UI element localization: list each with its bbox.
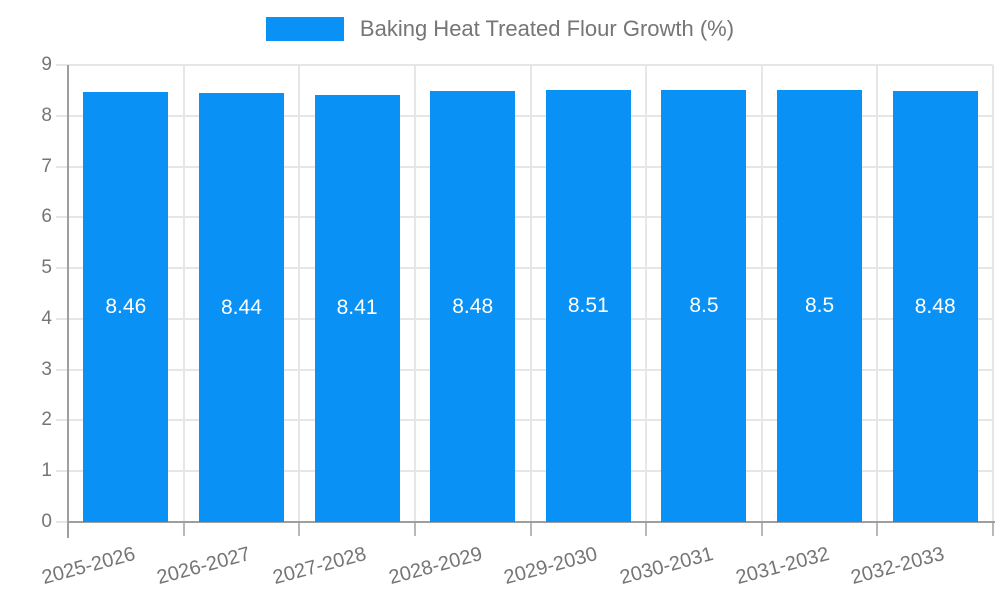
x-gridline	[992, 65, 994, 522]
y-tick	[56, 267, 68, 270]
y-tick	[56, 216, 68, 219]
x-tick	[760, 522, 763, 536]
x-gridline	[529, 65, 532, 522]
bar[interactable]: 8.48	[892, 91, 978, 522]
y-tick-label: 2	[41, 409, 52, 431]
bar-value-label: 8.46	[105, 295, 147, 319]
legend-swatch-icon	[265, 17, 344, 41]
bar[interactable]: 8.46	[83, 92, 169, 522]
x-gridline	[298, 65, 301, 522]
bar[interactable]: 8.51	[545, 89, 631, 522]
y-tick-label: 9	[41, 54, 52, 75]
x-gridline	[413, 65, 416, 522]
bar-value-label: 8.5	[689, 294, 719, 318]
y-tick	[56, 521, 68, 523]
y-tick-label: 7	[41, 155, 52, 177]
y-tick-label: 4	[41, 307, 52, 329]
x-tick	[992, 522, 994, 536]
y-tick	[56, 64, 68, 66]
bar[interactable]: 8.5	[777, 90, 863, 522]
bar[interactable]: 8.48	[430, 91, 516, 522]
x-tick	[413, 522, 416, 536]
x-gridline	[645, 65, 648, 522]
bar[interactable]: 8.41	[314, 94, 400, 522]
y-tick-label: 0	[41, 511, 52, 532]
bar-value-label: 8.51	[567, 293, 609, 317]
bar-value-label: 8.5	[804, 294, 835, 318]
x-axis-line	[68, 521, 995, 523]
x-tick	[876, 522, 879, 536]
y-tick	[56, 470, 68, 473]
bar-value-label: 8.44	[221, 295, 262, 319]
y-tick	[56, 419, 68, 422]
bar-value-label: 8.48	[452, 294, 494, 318]
bar[interactable]: 8.44	[198, 93, 284, 522]
y-tick-label: 3	[41, 358, 52, 380]
bar-value-label: 8.41	[336, 296, 378, 320]
y-axis-line	[67, 65, 69, 538]
x-gridline	[760, 65, 763, 522]
legend: Baking Heat Treated Flour Growth (%)	[0, 16, 1000, 42]
bar[interactable]: 8.5	[661, 90, 747, 522]
legend-label: Baking Heat Treated Flour Growth (%)	[359, 16, 735, 41]
legend-item[interactable]: Baking Heat Treated Flour Growth (%)	[265, 16, 735, 42]
y-tick-label: 8	[41, 104, 52, 126]
y-tick-label: 1	[41, 460, 52, 482]
y-tick	[56, 317, 68, 320]
y-tick	[56, 114, 68, 117]
x-tick	[298, 522, 301, 536]
x-tick	[645, 522, 648, 536]
x-gridline	[876, 65, 879, 522]
y-tick	[56, 165, 68, 168]
x-tick	[529, 522, 532, 536]
y-tick-label: 5	[41, 257, 52, 279]
y-tick	[56, 368, 68, 371]
x-gridline	[182, 65, 185, 522]
bar-value-label: 8.48	[914, 294, 956, 318]
x-tick	[182, 522, 185, 536]
y-tick-label: 6	[41, 206, 52, 228]
